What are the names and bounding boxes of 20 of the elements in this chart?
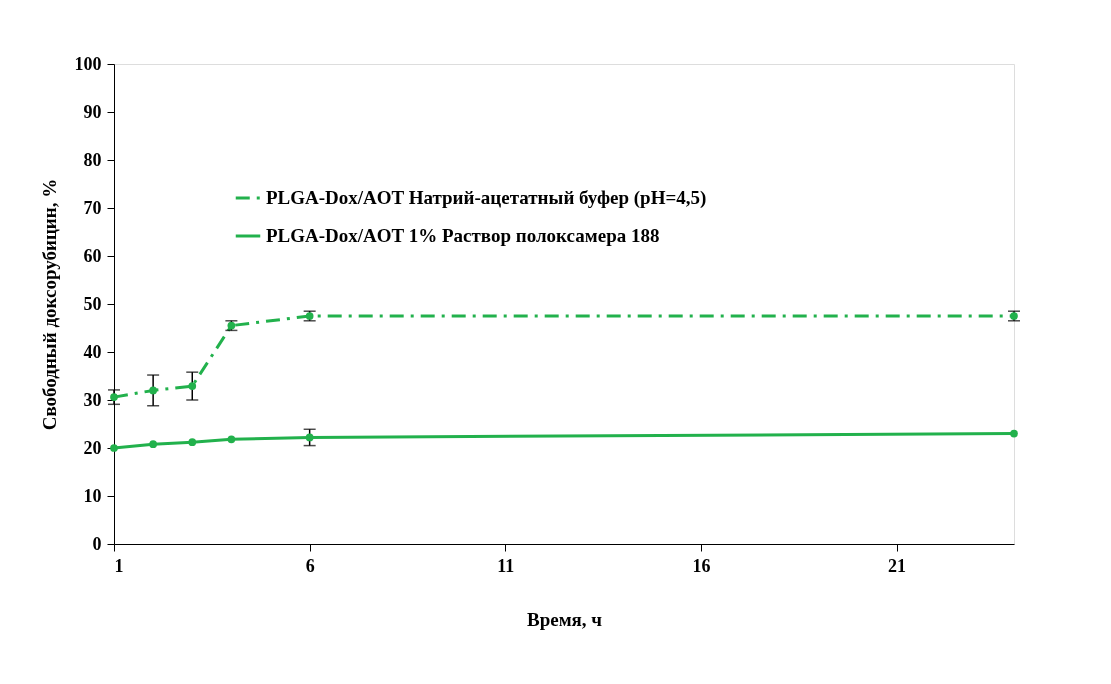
y-tick-label: 80 (83, 149, 102, 170)
legend-label: PLGA-Dox/AOT Натрий-ацетатный буфер (pH=4,5) (266, 187, 707, 209)
x-tick-label: 6 (305, 555, 315, 576)
y-tick-label: 100 (74, 53, 102, 74)
y-tick-label: 0 (92, 533, 102, 554)
x-tick-label: 21 (888, 555, 907, 576)
legend-label: PLGA-Dox/AOT 1% Раствор полоксамера 188 (266, 225, 660, 246)
x-tick-label: 1 (114, 555, 124, 576)
x-tick-label: 11 (497, 555, 515, 576)
y-tick-label: 10 (83, 485, 102, 506)
y-axis-title: Свободный доксорубицин, % (38, 178, 60, 431)
x-tick-label: 16 (692, 555, 711, 576)
y-tick-label: 50 (83, 293, 102, 314)
y-tick-label: 70 (83, 197, 102, 218)
y-tick-label: 40 (83, 341, 102, 362)
y-tick-label: 60 (83, 245, 102, 266)
y-tick-label: 30 (83, 389, 102, 410)
y-tick-label: 90 (83, 101, 102, 122)
y-tick-label: 20 (83, 437, 102, 458)
x-axis-title: Время, ч (526, 608, 603, 630)
